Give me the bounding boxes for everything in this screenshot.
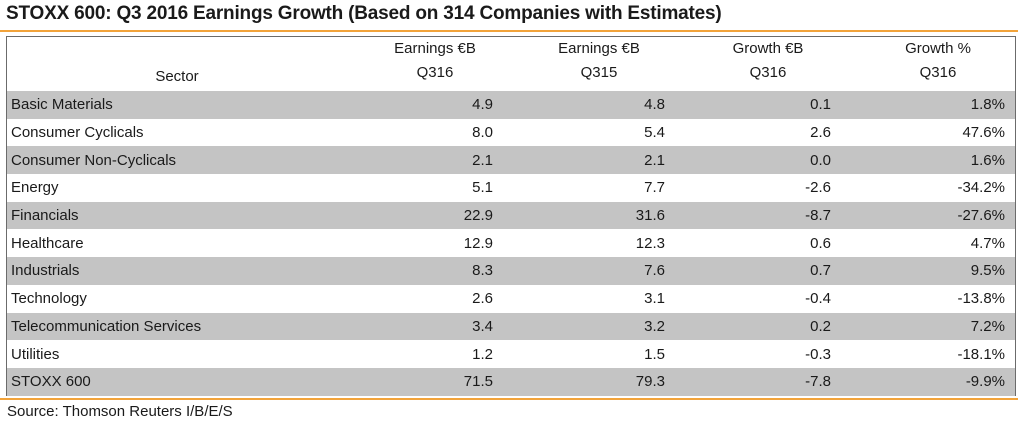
- sector-cell: Technology: [11, 290, 87, 308]
- earnings-q316-cell: 22.9: [347, 201, 503, 230]
- column-header-earnings-q316: Earnings €B Q316: [347, 37, 503, 91]
- column-header-growth-pct: Growth % Q316: [841, 37, 1015, 91]
- table-header: Sector Earnings €B Q316 Earnings €B Q315…: [7, 37, 1015, 91]
- column-header-line2: Q316: [416, 64, 454, 81]
- table-row: Technology 2.6 3.1 -0.4 -13.8%: [7, 285, 1015, 313]
- table-row: Basic Materials 4.9 4.8 0.1 1.8%: [7, 91, 1015, 119]
- growth-pct-cell: 1.8%: [841, 91, 1015, 119]
- earnings-q315-cell: 1.5: [644, 345, 665, 363]
- earnings-q316-cell: 2.1: [347, 146, 503, 175]
- table-row: Industrials 8.3 7.6 0.7 9.5%: [7, 257, 1015, 285]
- table-row: Consumer Cyclicals 8.0 5.4 2.6 47.6%: [7, 119, 1015, 147]
- growth-pct-cell: 9.5%: [841, 257, 1015, 285]
- source-note: Source: Thomson Reuters I/B/E/S: [7, 403, 233, 420]
- earnings-table-box: Sector Earnings €B Q316 Earnings €B Q315…: [6, 36, 1016, 396]
- earnings-q315-cell: 12.3: [635, 234, 665, 252]
- growth-eb-cell: -8.7: [675, 201, 841, 230]
- column-header-sector: Sector: [7, 37, 347, 91]
- table-row: Utilities 1.2 1.5 -0.3 -18.1%: [7, 340, 1015, 368]
- earnings-q315-cell: 31.6: [503, 201, 675, 230]
- sector-cell: Industrials: [7, 257, 347, 285]
- table-row: Energy 5.1 7.7 -2.6 -34.2%: [7, 174, 1015, 202]
- page-title: STOXX 600: Q3 2016 Earnings Growth (Base…: [6, 3, 722, 24]
- total-growth-eb-cell: -7.8: [675, 367, 841, 396]
- growth-eb-cell: 0.6: [810, 234, 831, 252]
- growth-eb-cell: 0.7: [675, 257, 841, 285]
- table-row: Consumer Non-Cyclicals 2.1 2.1 0.0 1.6%: [7, 146, 1015, 175]
- growth-eb-cell: -0.4: [805, 290, 831, 308]
- growth-eb-cell: -2.6: [805, 179, 831, 197]
- column-header-line2: Q316: [919, 64, 957, 81]
- sector-cell: Telecommunication Services: [7, 312, 347, 341]
- sector-cell: Healthcare: [11, 234, 84, 252]
- earnings-q315-cell: 3.2: [503, 312, 675, 341]
- column-header-line2: Sector: [155, 68, 199, 85]
- sector-cell: Consumer Cyclicals: [11, 124, 144, 142]
- column-header-line2: Q316: [749, 64, 787, 81]
- growth-pct-cell: 47.6%: [962, 124, 1005, 142]
- earnings-q315-cell: 7.7: [644, 179, 665, 197]
- growth-pct-cell: 1.6%: [841, 146, 1015, 175]
- growth-pct-cell: -18.1%: [957, 345, 1005, 363]
- earnings-q315-cell: 2.1: [503, 146, 675, 175]
- column-header-growth-eb: Growth €B Q316: [675, 37, 841, 91]
- growth-eb-cell: 0.2: [675, 312, 841, 341]
- growth-eb-cell: 2.6: [810, 124, 831, 142]
- sector-cell: Basic Materials: [7, 91, 347, 119]
- column-header-line1: Earnings €B: [394, 40, 476, 57]
- total-row: STOXX 600 71.5 79.3 -7.8 -9.9%: [7, 367, 1015, 396]
- earnings-q316-cell: 5.1: [472, 179, 493, 197]
- bottom-accent-rule: [0, 398, 1018, 400]
- growth-eb-cell: 0.1: [675, 91, 841, 119]
- earnings-q316-cell: 8.0: [472, 124, 493, 142]
- column-header-line1: Earnings €B: [558, 40, 640, 57]
- total-growth-pct-cell: -9.9%: [841, 367, 1015, 396]
- sector-cell: Financials: [7, 201, 347, 230]
- sector-cell: Consumer Non-Cyclicals: [7, 146, 347, 175]
- earnings-q316-cell: 3.4: [347, 312, 503, 341]
- growth-pct-cell: -13.8%: [957, 290, 1005, 308]
- table-footer: STOXX 600 71.5 79.3 -7.8 -9.9%: [7, 367, 1015, 396]
- earnings-q316-cell: 12.9: [463, 234, 493, 252]
- growth-eb-cell: -0.3: [805, 345, 831, 363]
- growth-pct-cell: -34.2%: [957, 179, 1005, 197]
- earnings-q315-cell: 7.6: [503, 257, 675, 285]
- earnings-q316-cell: 1.2: [472, 345, 493, 363]
- growth-eb-cell: 0.0: [675, 146, 841, 175]
- sector-cell: Utilities: [11, 345, 60, 363]
- earnings-q315-cell: 5.4: [644, 124, 665, 142]
- earnings-q316-cell: 8.3: [347, 257, 503, 285]
- earnings-q315-cell: 4.8: [503, 91, 675, 119]
- column-header-line1: Growth €B: [732, 40, 804, 57]
- earnings-table: Sector Earnings €B Q316 Earnings €B Q315…: [7, 37, 1015, 396]
- table-row: Financials 22.9 31.6 -8.7 -27.6%: [7, 201, 1015, 230]
- top-accent-rule: [0, 30, 1018, 32]
- column-header-line2: Q315: [580, 64, 618, 81]
- table-body: Basic Materials 4.9 4.8 0.1 1.8% Consumer Cyc…: [7, 91, 1015, 368]
- total-sector-cell: STOXX 600: [7, 367, 347, 396]
- total-earnings-q316-cell: 71.5: [347, 367, 503, 396]
- column-header-earnings-q315: Earnings €B Q315: [503, 37, 675, 91]
- header-row: Sector Earnings €B Q316 Earnings €B Q315…: [7, 37, 1015, 91]
- growth-pct-cell: 4.7%: [970, 234, 1005, 252]
- earnings-q316-cell: 2.6: [472, 290, 493, 308]
- column-header-line1: Growth %: [905, 40, 971, 57]
- growth-pct-cell: -27.6%: [841, 201, 1015, 230]
- growth-pct-cell: 7.2%: [841, 312, 1015, 341]
- table-row: Telecommunication Services 3.4 3.2 0.2 7.2%: [7, 312, 1015, 341]
- total-earnings-q315-cell: 79.3: [503, 367, 675, 396]
- sector-cell: Energy: [11, 179, 59, 197]
- table-row: Healthcare 12.9 12.3 0.6 4.7%: [7, 229, 1015, 257]
- earnings-q316-cell: 4.9: [347, 91, 503, 119]
- earnings-q315-cell: 3.1: [644, 290, 665, 308]
